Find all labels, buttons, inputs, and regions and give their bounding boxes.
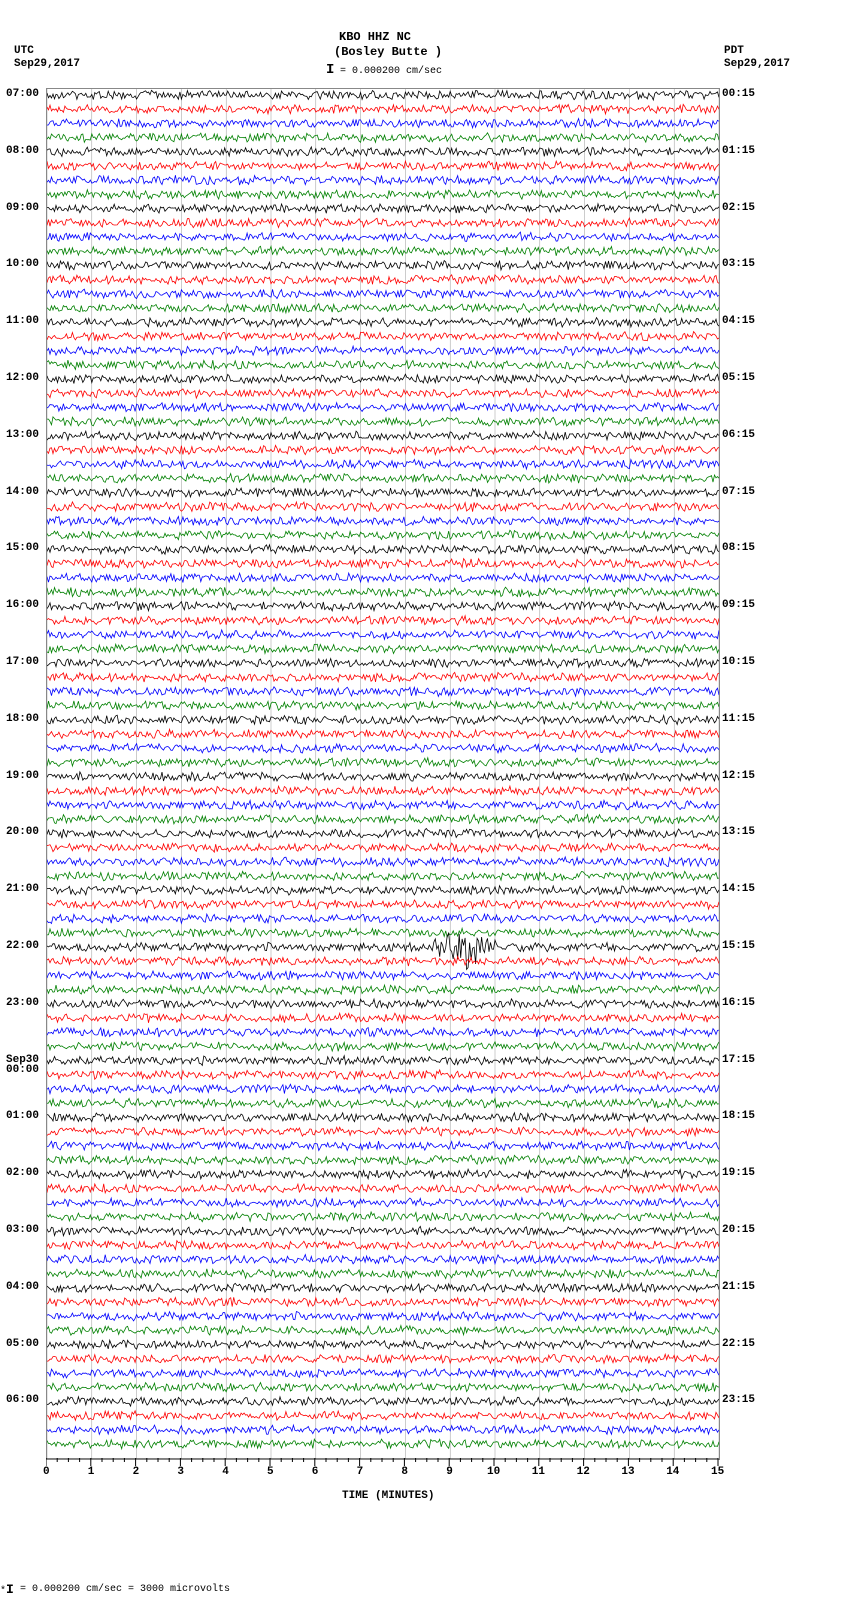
utc-label: 09:00 xyxy=(6,202,39,214)
pdt-label: 12:15 xyxy=(722,770,755,782)
pdt-label: 15:15 xyxy=(722,940,755,952)
x-tick-label: 11 xyxy=(532,1466,545,1478)
utc-label: 23:00 xyxy=(6,997,39,1009)
utc-label: 08:00 xyxy=(6,145,39,157)
pdt-label: 10:15 xyxy=(722,656,755,668)
x-tick-label: 0 xyxy=(43,1466,50,1478)
station-location: (Bosley Butte ) xyxy=(334,45,442,59)
left-timezone: UTC xyxy=(14,45,34,57)
pdt-label: 22:15 xyxy=(722,1338,755,1350)
utc-label: 04:00 xyxy=(6,1281,39,1293)
utc-label: 15:00 xyxy=(6,542,39,554)
x-tick-label: 2 xyxy=(133,1466,140,1478)
pdt-label: 20:15 xyxy=(722,1224,755,1236)
pdt-label: 02:15 xyxy=(722,202,755,214)
x-tick-label: 13 xyxy=(621,1466,634,1478)
x-tick-label: 4 xyxy=(222,1466,229,1478)
x-tick-label: 7 xyxy=(357,1466,364,1478)
pdt-label: 23:15 xyxy=(722,1394,755,1406)
seismogram-container: KBO HHZ NC (Bosley Butte ) UTC Sep29,201… xyxy=(0,0,850,1613)
utc-label: 02:00 xyxy=(6,1167,39,1179)
utc-label: 03:00 xyxy=(6,1224,39,1236)
x-tick-label: 1 xyxy=(88,1466,95,1478)
utc-label: 20:00 xyxy=(6,826,39,838)
utc-label: 17:00 xyxy=(6,656,39,668)
x-tick-label: 5 xyxy=(267,1466,274,1478)
footer-scale-icon: *I xyxy=(0,1582,14,1597)
pdt-label: 09:15 xyxy=(722,599,755,611)
x-tick-label: 9 xyxy=(446,1466,453,1478)
right-timezone: PDT xyxy=(724,45,744,57)
pdt-label: 13:15 xyxy=(722,826,755,838)
x-tick-label: 8 xyxy=(401,1466,408,1478)
utc-label: 06:00 xyxy=(6,1394,39,1406)
pdt-label: 18:15 xyxy=(722,1110,755,1122)
pdt-label: 06:15 xyxy=(722,429,755,441)
pdt-label: 14:15 xyxy=(722,883,755,895)
utc-label: 16:00 xyxy=(6,599,39,611)
x-tick-label: 14 xyxy=(666,1466,679,1478)
utc-label: 05:00 xyxy=(6,1338,39,1350)
pdt-label: 17:15 xyxy=(722,1054,755,1066)
pdt-label: 19:15 xyxy=(722,1167,755,1179)
footer-scale-text: = 0.000200 cm/sec = 3000 microvolts xyxy=(20,1584,230,1595)
helicorder-plot xyxy=(46,88,720,1460)
pdt-label: 05:15 xyxy=(722,372,755,384)
pdt-label: 16:15 xyxy=(722,997,755,1009)
scale-bar-icon: I xyxy=(326,62,334,78)
x-tick-label: 15 xyxy=(711,1466,724,1478)
station-code: KBO HHZ NC xyxy=(339,30,411,44)
x-tick-label: 10 xyxy=(487,1466,500,1478)
x-tick-label: 6 xyxy=(312,1466,319,1478)
pdt-label: 01:15 xyxy=(722,145,755,157)
utc-label: 18:00 xyxy=(6,713,39,725)
utc-label: 10:00 xyxy=(6,258,39,270)
scale-text: = 0.000200 cm/sec xyxy=(340,66,442,77)
utc-label: 13:00 xyxy=(6,429,39,441)
utc-label: 14:00 xyxy=(6,486,39,498)
pdt-label: 00:15 xyxy=(722,88,755,100)
pdt-label: 11:15 xyxy=(722,713,755,725)
pdt-label: 08:15 xyxy=(722,542,755,554)
right-date: Sep29,2017 xyxy=(724,58,790,70)
pdt-label: 04:15 xyxy=(722,315,755,327)
pdt-label: 03:15 xyxy=(722,258,755,270)
left-date: Sep29,2017 xyxy=(14,58,80,70)
utc-label: 22:00 xyxy=(6,940,39,952)
utc-label: 01:00 xyxy=(6,1110,39,1122)
x-axis-label: TIME (MINUTES) xyxy=(342,1490,434,1502)
pdt-label: 21:15 xyxy=(722,1281,755,1293)
utc-label: 19:00 xyxy=(6,770,39,782)
x-tick-label: 12 xyxy=(577,1466,590,1478)
x-tick-label: 3 xyxy=(177,1466,184,1478)
utc-label: 07:00 xyxy=(6,88,39,100)
utc-label: 12:00 xyxy=(6,372,39,384)
utc-label: 21:00 xyxy=(6,883,39,895)
pdt-label: 07:15 xyxy=(722,486,755,498)
utc-label: 00:00 xyxy=(6,1064,39,1076)
utc-label: 11:00 xyxy=(6,315,39,327)
